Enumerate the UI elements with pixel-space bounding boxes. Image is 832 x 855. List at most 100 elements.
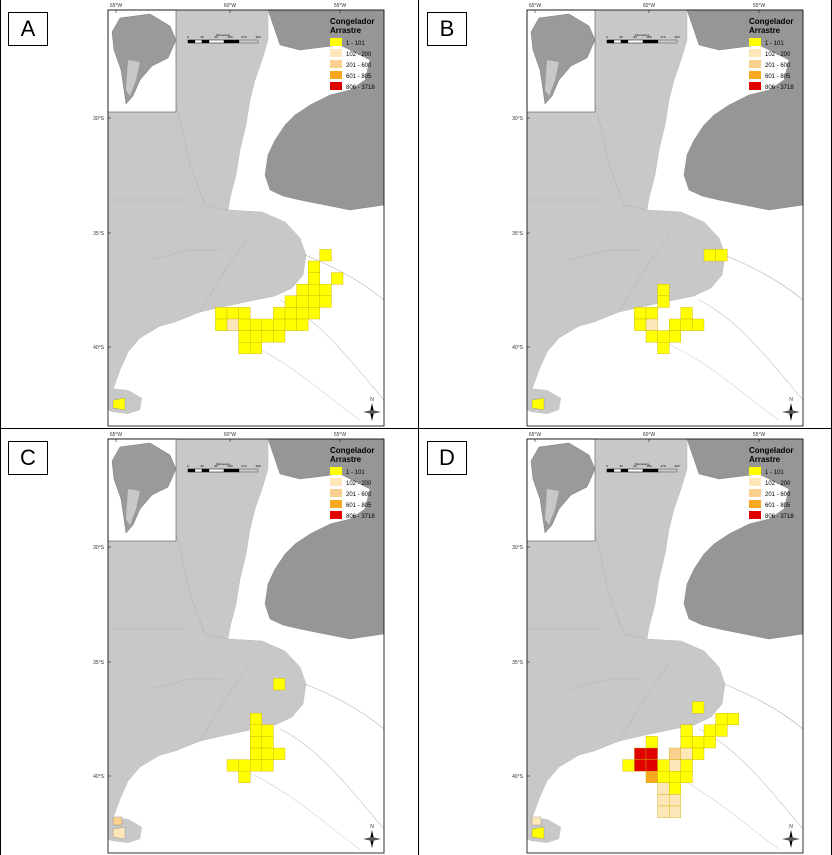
legend-label: 102 - 200: [346, 52, 372, 58]
scale-bar-label: 45: [619, 35, 623, 39]
effort-cell: [680, 307, 693, 320]
effort-cell: [531, 816, 542, 826]
legend-label: 201 - 600: [346, 492, 372, 498]
maritime-line: [239, 768, 361, 850]
north-arrow-label: N: [370, 397, 374, 403]
scale-bar-label: 45: [619, 464, 623, 468]
legend-title: Congelador: [330, 17, 374, 26]
map-panel-c: Kilometers 0 45 90 180 270 360 Congelador Arrast…: [0, 429, 418, 855]
longitude-tick: 65°W: [529, 432, 542, 438]
effort-cell: [249, 318, 262, 331]
scale-bar-segment: [223, 468, 240, 473]
scale-bar-label: 360: [255, 35, 260, 39]
legend-title: Arrastre: [749, 455, 781, 464]
effort-cell: [261, 724, 274, 737]
effort-cell: [273, 747, 286, 760]
effort-cell: [238, 759, 251, 772]
effort-cell: [668, 805, 681, 818]
scale-bar-segment: [613, 468, 622, 473]
map-frame: [526, 438, 804, 854]
scale-bar-label: 270: [241, 464, 246, 468]
north-arrow-icon: [363, 410, 381, 414]
legend-swatch: [749, 511, 761, 519]
effort-cell: [645, 318, 658, 331]
scale-bar-segment: [201, 468, 210, 473]
effort-cell: [634, 759, 647, 772]
land-uruguay: [683, 438, 804, 640]
effort-cell: [238, 771, 251, 784]
scale-bar-label: 180: [227, 464, 232, 468]
scale-bar-segment: [627, 39, 644, 44]
legend-swatch: [330, 511, 342, 519]
scale-bar-frame: [187, 468, 259, 473]
map-svg: Kilometers 0 45 90 180 270 360 CongeladorArrast…: [93, 432, 385, 854]
effort-cell: [657, 295, 670, 308]
map-frame: [107, 9, 385, 427]
scale-bar-segment: [208, 468, 225, 473]
longitude-tick: 60°W: [224, 432, 237, 438]
scale-bar-unit: Kilometers: [216, 33, 231, 37]
effort-cell: [715, 249, 728, 262]
legend-label: 1 - 101: [346, 41, 365, 47]
effort-cell: [238, 318, 251, 331]
effort-cell: [727, 713, 740, 726]
effort-cell: [715, 713, 728, 726]
effort-cell: [692, 318, 705, 331]
legend-swatch: [749, 478, 761, 486]
province-boundary: [199, 663, 251, 742]
scale-bar-label: 0: [187, 35, 189, 39]
scale-bar-label: 90: [633, 464, 637, 468]
legend-swatch: [330, 60, 342, 68]
north-arrow-label: N: [370, 824, 374, 830]
effort-cell: [703, 724, 716, 737]
latitude-tick: 40°S: [93, 345, 105, 351]
latitude-tick: 40°S: [512, 345, 524, 351]
effort-cell: [680, 747, 693, 760]
legend-label: 1 - 101: [346, 470, 365, 476]
legend-swatch: [330, 38, 342, 46]
effort-cell: [284, 307, 297, 320]
maritime-line: [304, 683, 385, 730]
latitude-tick: 30°S: [512, 116, 524, 122]
legend-swatch: [749, 49, 761, 57]
effort-cell: [680, 318, 693, 331]
legend-label: 601 - 805: [765, 74, 791, 80]
longitude-tick: 55°W: [753, 432, 766, 438]
effort-cell: [249, 747, 262, 760]
land-uruguay: [264, 438, 385, 640]
effort-cell: [634, 318, 647, 331]
legend-label: 806 - 3718: [346, 85, 375, 91]
effort-cell: [331, 272, 344, 285]
legend-title: Congelador: [749, 446, 793, 455]
effort-cell: [238, 307, 251, 320]
map-svg: Kilometers 0 45 90 180 270 360 CongeladorArrast…: [512, 432, 804, 854]
scale-bar-segment: [642, 39, 659, 44]
effort-cell: [668, 794, 681, 807]
scale-bar-segment: [620, 39, 629, 44]
legend-swatch: [749, 489, 761, 497]
legend-swatch: [330, 478, 342, 486]
effort-cell: [273, 318, 286, 331]
scale-bar-frame: [187, 39, 259, 44]
effort-cell: [680, 736, 693, 749]
legend-label: 806 - 3718: [765, 85, 794, 91]
effort-cell: [668, 747, 681, 760]
longitude-tick: 55°W: [334, 432, 347, 438]
scale-bar-label: 0: [606, 35, 608, 39]
scale-bar-frame: [606, 468, 678, 473]
inset-argentina: [545, 489, 559, 525]
panel-label: B: [427, 12, 467, 46]
province-boundary: [149, 249, 222, 261]
legend-label: 806 - 3718: [765, 514, 794, 520]
effort-cell: [308, 260, 321, 273]
latitude-tick: 35°S: [512, 660, 524, 666]
panel-divider-horizontal: [0, 428, 832, 429]
scale-bar-label: 90: [214, 35, 218, 39]
effort-cell: [634, 747, 647, 760]
effort-cell: [657, 782, 670, 795]
legend-label: 1 - 101: [765, 470, 784, 476]
effort-cell: [226, 318, 239, 331]
scale-bar-label: 90: [633, 35, 637, 39]
effort-cell: [680, 759, 693, 772]
effort-cell: [657, 284, 670, 297]
